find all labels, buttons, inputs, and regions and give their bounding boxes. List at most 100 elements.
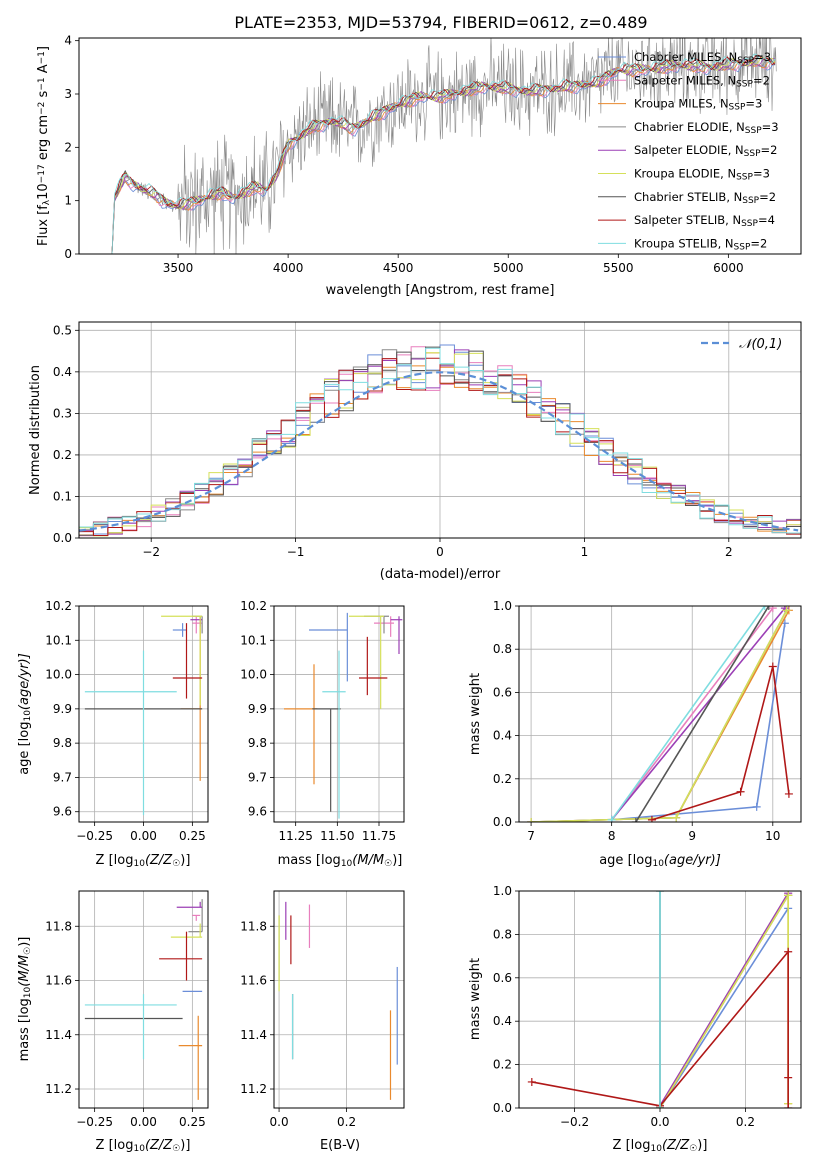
errorbar-kroupa-miles (180, 616, 203, 781)
legend-label-chabrier-elodie-part: =3 (762, 120, 779, 134)
x-tick-label: −0.2 (560, 1115, 589, 1129)
weight-marker-kroupa-stelib (656, 1104, 664, 1108)
y-tick-label: 9.7 (53, 770, 72, 784)
weight-marker-kroupa-elodie (782, 606, 791, 615)
x-tick-label: −2 (142, 545, 160, 559)
x-tick-label: −0.25 (76, 1115, 113, 1129)
legend-label-salpeter-miles: Salpeter MILES, NSSP=2 (634, 73, 770, 89)
y-tick-label: 9.6 (248, 805, 267, 819)
x-axis-label-part: )] (180, 853, 190, 868)
weight-marker-salpeter-stelib (784, 789, 793, 798)
y-tick-label: 1.0 (493, 884, 512, 898)
y-axis-label: Normed distribution (28, 365, 43, 495)
errorbar-kroupa-elodie (161, 615, 203, 706)
weight-marker-salpeter-miles (768, 606, 777, 613)
weight-line-kroupa-elodie (531, 609, 788, 822)
x-tick-label: 0.25 (179, 1115, 206, 1129)
legend-label-salpeter-stelib-part: Salpeter STELIB, N (634, 213, 741, 227)
plot-area-age-vs-Z (84, 615, 203, 816)
weight-marker-kroupa-elodie (672, 813, 681, 822)
y-axis-label-part: −1 (37, 51, 47, 64)
errorbar-kroupa-stelib (84, 994, 177, 1060)
y-tick-label: 9.6 (53, 805, 72, 819)
spectrum-model-chabrier-stelib (111, 55, 776, 254)
x-axis-label: wavelength [Angstrom, rest frame] (326, 283, 555, 298)
panel-mass-vs-ebv: 0.0 0.2 11.2 11.4 11.6 11.8 E(B-V) (240, 890, 405, 1153)
legend-label-chabrier-stelib-part: SSP (742, 196, 759, 206)
legend-label-salpeter-elodie-part: =2 (761, 143, 778, 157)
x-axis-label-part: Z [log (96, 853, 134, 868)
x-tick-label: −0.25 (76, 829, 113, 843)
x-axis-label: E(B-V) (320, 1138, 360, 1153)
y-tick-label: 4 (64, 34, 72, 48)
x-axis-label-part: age [log (599, 853, 652, 868)
x-axis-label-part: (age/yr)] (664, 853, 721, 868)
weight-marker-chabrier-miles (752, 802, 761, 811)
y-tick-label: 0.1 (53, 489, 72, 503)
x-tick-label: 4000 (273, 261, 304, 275)
y-tick-label: 9.7 (248, 770, 267, 784)
x-tick-label: 0.0 (270, 1115, 289, 1129)
errorbar-chabrier-stelib (312, 708, 341, 812)
x-axis-label-part: ☉ (172, 859, 180, 869)
x-tick-label: 0.0 (650, 1115, 669, 1129)
weight-marker-chabrier-stelib (764, 606, 773, 610)
x-axis-label: Z [log10(Z/Z☉)] (96, 1138, 191, 1154)
legend-label-kroupa-stelib: Kroupa STELIB, NSSP=2 (634, 236, 767, 252)
x-tick-label: 10 (765, 829, 780, 843)
y-axis-label: mass weight (468, 958, 483, 1040)
plot-area-age-vs-mass (284, 612, 403, 819)
legend-label-kroupa-elodie-part: Kroupa ELODIE, N (634, 167, 736, 181)
errorbar-salpeter-miles (192, 914, 201, 921)
y-tick-label: 0.0 (493, 1101, 512, 1115)
weight-marker-kroupa-stelib (607, 815, 616, 822)
legend-label-salpeter-stelib-part: =4 (758, 213, 775, 227)
legend-label-chabrier-miles-part: SSP (737, 56, 754, 66)
x-tick-label: 0.2 (337, 1115, 356, 1129)
y-tick-label: 10.2 (240, 599, 267, 613)
x-axis-label-part: )] (697, 1138, 707, 1153)
y-axis-label-part: −1 (37, 77, 47, 90)
legend-label-chabrier-stelib-part: Chabrier STELIB, N (634, 190, 742, 204)
x-axis-label-part: )] (392, 853, 402, 868)
y-axis-label-part: )] (17, 937, 32, 947)
legend-label-chabrier-elodie: Chabrier ELODIE, NSSP=3 (634, 120, 779, 136)
x-axis-label-part: ☉ (384, 859, 392, 869)
weight-marker-salpeter-stelib (784, 947, 793, 956)
x-tick-label: 9 (688, 829, 696, 843)
y-axis-label-part: λ (42, 199, 52, 205)
spectrum-model-chabrier-miles (111, 60, 776, 254)
plot-area-spectrum (111, 38, 777, 254)
y-tick-label: 0.2 (493, 772, 512, 786)
y-tick-label: 9.9 (53, 702, 72, 716)
y-tick-label: 0.2 (493, 1058, 512, 1072)
weight-marker-salpeter-stelib (647, 815, 656, 822)
weight-marker-salpeter-stelib (784, 1073, 793, 1082)
x-axis-label-part: (Z/Z (662, 1138, 690, 1153)
x-axis-label-part: 10 (133, 1144, 145, 1154)
x-tick-label: 0 (436, 545, 444, 559)
y-axis-label-part: s (36, 90, 51, 101)
x-tick-label: 6000 (713, 261, 744, 275)
x-axis-label-part: 10 (133, 859, 145, 869)
plot-area-mass-vs-ebv (278, 901, 398, 1100)
y-tick-label: 10.1 (45, 633, 72, 647)
legend-label-kroupa-miles-part: =3 (745, 97, 762, 111)
errorbar-salpeter-stelib (359, 636, 388, 696)
histogram-kroupa-stelib (79, 347, 801, 538)
weight-line-salpeter-elodie (659, 892, 789, 1107)
y-tick-label: 0 (64, 247, 72, 261)
y-tick-label: 9.8 (248, 736, 267, 750)
errorbar-kroupa-elodie (349, 615, 384, 709)
axes-frame (273, 605, 405, 823)
legend-label-kroupa-elodie-part: =3 (753, 167, 770, 181)
y-axis-label-part: 10 (36, 183, 51, 200)
errorbar-chabrier-miles (309, 612, 348, 682)
y-axis-label: mass [log10(M/M☉)] (17, 937, 33, 1062)
legend-label-salpeter-stelib-part: SSP (741, 219, 758, 229)
legend-label-kroupa-miles: Kroupa MILES, NSSP=3 (634, 97, 762, 113)
legend-label-chabrier-elodie-part: SSP (745, 126, 762, 136)
